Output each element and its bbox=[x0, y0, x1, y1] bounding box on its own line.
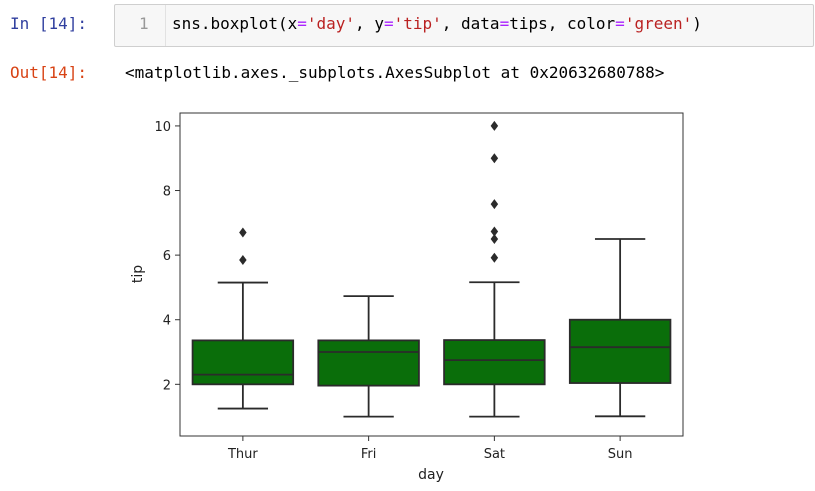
x-tick-label-sun: Sun bbox=[608, 447, 633, 462]
code-op: = bbox=[383, 14, 394, 33]
x-axis-label: day bbox=[418, 467, 444, 483]
box-sat bbox=[443, 339, 546, 386]
code-close-paren: ) bbox=[692, 14, 702, 33]
code-arg-y: y bbox=[374, 14, 384, 33]
outlier-point-thur bbox=[239, 227, 247, 238]
y-tick-label: 6 bbox=[163, 249, 171, 264]
output-text: <matplotlib.axes._subplots.AxesSubplot a… bbox=[125, 63, 665, 82]
code-sep: , bbox=[441, 14, 462, 33]
code-var: tips bbox=[509, 14, 548, 33]
outlier-point-sat bbox=[490, 199, 499, 210]
code-arg-color: color bbox=[567, 14, 616, 33]
box-fri bbox=[317, 339, 420, 387]
y-tick-label: 2 bbox=[163, 378, 171, 393]
x-tick-label-fri: Fri bbox=[361, 447, 377, 462]
boxplot-chart: 2 4 6 8 10 Thur Fri Sat Sun tip day bbox=[130, 112, 684, 483]
output-prompt: Out[14]: bbox=[10, 63, 88, 82]
box-thur bbox=[191, 339, 295, 386]
code-op: = bbox=[499, 14, 510, 33]
outlier-point-sat bbox=[490, 226, 499, 237]
y-tick-label: 8 bbox=[163, 185, 171, 200]
code-string: 'day' bbox=[306, 14, 356, 33]
axes-frame bbox=[179, 112, 684, 437]
code-arg-data: data bbox=[461, 14, 500, 33]
code-op: = bbox=[297, 14, 307, 33]
outlier-point-sat bbox=[490, 252, 499, 263]
x-tick-label-thur: Thur bbox=[227, 447, 258, 462]
code-arg-x: x bbox=[287, 14, 298, 33]
code-op: = bbox=[615, 14, 625, 33]
code-string: 'green' bbox=[624, 14, 693, 33]
gutter-divider bbox=[165, 5, 166, 46]
line-number: 1 bbox=[139, 14, 149, 33]
outlier-point-sat bbox=[490, 153, 499, 164]
code-sep: , bbox=[355, 14, 375, 33]
code-sep: , bbox=[547, 14, 567, 33]
box-sun bbox=[568, 318, 672, 384]
outlier-point-thur bbox=[239, 254, 247, 265]
input-prompt: In [14]: bbox=[10, 14, 88, 33]
x-tick-label-sat: Sat bbox=[484, 447, 505, 462]
y-tick-label: 10 bbox=[154, 120, 171, 135]
y-axis-label: tip bbox=[130, 265, 146, 283]
code-cell-editor[interactable]: 1 sns.boxplot(x='day', y='tip', data=tip… bbox=[114, 4, 814, 47]
y-tick-label: 4 bbox=[163, 314, 171, 329]
code-line[interactable]: sns.boxplot(x='day', y='tip', data=tips,… bbox=[172, 14, 702, 33]
code-func: sns.boxplot( bbox=[172, 14, 288, 33]
code-string: 'tip' bbox=[393, 14, 442, 33]
outlier-point-sat bbox=[490, 233, 499, 244]
outlier-point-sat bbox=[490, 120, 499, 131]
